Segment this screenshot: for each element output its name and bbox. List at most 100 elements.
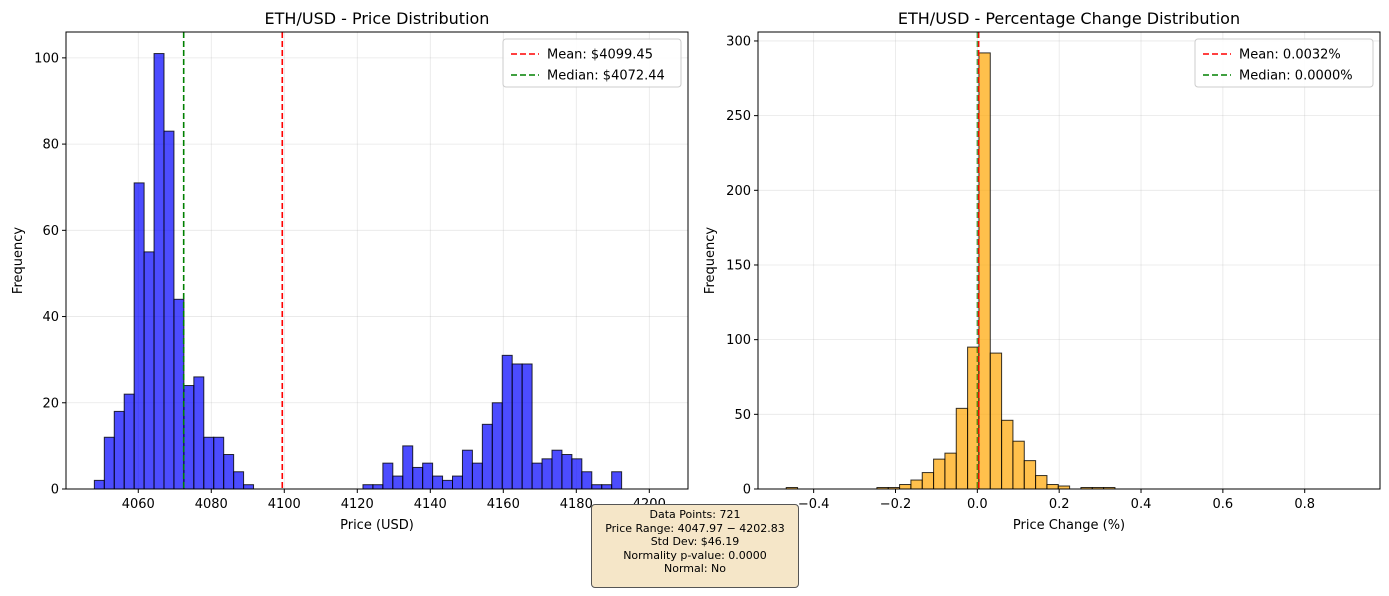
x-tick-label: −0.4 xyxy=(798,497,830,512)
histogram-bar xyxy=(521,363,533,490)
histogram-bar xyxy=(422,462,434,490)
y-tick-label: 150 xyxy=(726,258,751,273)
chart-panel-2: −0.4 −0.2 0.0 0.2 0.4 0.6 0.8 0 50 100 150 200 250 30… xyxy=(703,9,1381,533)
histogram-bar xyxy=(213,436,225,490)
y-tick-label: 300 xyxy=(726,34,751,49)
legend-entry: Mean: 0.0032% xyxy=(1239,48,1341,63)
histogram-bar xyxy=(591,484,603,490)
axes-frame xyxy=(757,31,1381,490)
histogram-bar xyxy=(103,436,115,490)
histogram-bar xyxy=(382,462,394,490)
histogram-bar xyxy=(1046,484,1059,490)
y-tick-label: 100 xyxy=(726,333,751,348)
histogram-bar xyxy=(163,130,175,490)
stats-std-dev: Std Dev: $46.19 xyxy=(650,535,740,548)
y-axis-label: Frequency xyxy=(703,227,718,294)
histogram-bar xyxy=(113,410,125,490)
stats-normality-p-value: Normality p-value: 0.0000 xyxy=(623,548,767,562)
legend-entry: Mean: $4099.45 xyxy=(547,48,653,63)
x-tick-label: 4160 xyxy=(487,497,520,512)
histogram-bar xyxy=(531,462,543,490)
x-tick-label: 0.8 xyxy=(1294,497,1315,512)
histogram-bar xyxy=(910,479,923,490)
histogram-bar xyxy=(501,354,513,490)
x-tick-label: 4180 xyxy=(560,497,593,512)
histogram-bar xyxy=(1012,440,1025,490)
histogram-bar xyxy=(989,352,1003,490)
y-tick-label: 250 xyxy=(726,109,751,124)
y-tick-label: 0 xyxy=(51,483,59,498)
histogram-bar xyxy=(561,454,573,490)
y-tick-label: 100 xyxy=(34,51,59,66)
x-tick-label: 4120 xyxy=(341,497,374,512)
histogram-bar xyxy=(193,376,205,490)
histogram-bar xyxy=(511,363,523,490)
histogram-bar xyxy=(611,471,623,490)
x-tick-label: 4140 xyxy=(414,497,447,512)
x-tick-label: 0.6 xyxy=(1213,497,1234,512)
histogram-bar xyxy=(412,466,424,490)
legend-frame xyxy=(502,38,682,88)
histogram-bar xyxy=(123,393,135,490)
stats-price-range: Price Range: 4047.97 − 4202.83 xyxy=(605,521,785,535)
histogram-bar xyxy=(933,458,946,490)
histogram-bar xyxy=(93,479,105,490)
histogram-bar xyxy=(153,53,165,490)
histogram-bar xyxy=(978,52,991,490)
histogram-bar xyxy=(1035,475,1048,490)
y-tick-label: 60 xyxy=(42,224,59,239)
histogram-bar xyxy=(571,458,583,490)
histogram-bar xyxy=(372,484,384,490)
chart-title: ETH/USD - Price Distribution xyxy=(265,9,490,28)
y-tick-label: 0 xyxy=(743,483,751,498)
histogram-bar xyxy=(481,423,493,490)
histogram-bar xyxy=(581,471,593,490)
x-axis-label: Price (USD) xyxy=(340,518,414,533)
histogram-bar xyxy=(452,475,463,490)
histogram-bar xyxy=(471,462,483,490)
histogram-bar xyxy=(541,458,553,490)
x-tick-label: −0.2 xyxy=(880,497,912,512)
chart-title: ETH/USD - Percentage Change Distribution xyxy=(898,9,1240,28)
histogram-bar xyxy=(955,407,969,490)
y-tick-label: 20 xyxy=(42,396,59,411)
stats-normal-result: Normal: No xyxy=(664,562,726,575)
histogram-bar xyxy=(551,449,563,490)
legend-frame xyxy=(1194,38,1374,88)
axes-frame xyxy=(65,31,689,490)
x-tick-label: 4100 xyxy=(268,497,301,512)
y-axis-label: Frequency xyxy=(11,227,26,294)
histogram-bar xyxy=(233,471,245,490)
histogram-bar xyxy=(944,452,957,490)
histogram-bar xyxy=(392,475,404,490)
histogram-bar xyxy=(223,454,235,490)
histogram-bar xyxy=(143,251,155,490)
histogram-bar xyxy=(133,182,145,490)
histogram-bar xyxy=(1001,419,1014,490)
histogram-bar xyxy=(1023,460,1037,490)
x-tick-label: 0.4 xyxy=(1131,497,1152,512)
histogram-bar xyxy=(442,479,454,490)
histogram-bar xyxy=(899,484,912,490)
legend-entry: Median: $4072.44 xyxy=(547,69,665,84)
histogram-bar xyxy=(243,484,255,490)
x-tick-label: 0.0 xyxy=(967,497,988,512)
histogram-bar xyxy=(432,475,444,490)
y-tick-label: 200 xyxy=(726,184,751,199)
legend-entry: Median: 0.0000% xyxy=(1239,69,1353,84)
histogram-bar xyxy=(362,484,374,490)
histogram-bar xyxy=(601,484,613,490)
histogram-bar xyxy=(491,402,503,490)
legend: Mean: 0.0032% Median: 0.0000% xyxy=(1194,38,1374,88)
x-tick-label: 4080 xyxy=(195,497,228,512)
legend: Mean: $4099.45 Median: $4072.44 xyxy=(502,38,682,88)
statistics-box: Data Points: 721 Price Range: 4047.97 − … xyxy=(591,504,799,588)
x-tick-label: 4060 xyxy=(122,497,155,512)
histogram-bar xyxy=(203,436,215,490)
x-axis-label: Price Change (%) xyxy=(1013,518,1125,533)
y-tick-label: 40 xyxy=(42,310,59,325)
y-tick-label: 80 xyxy=(42,138,59,153)
chart-panel-1: 4060408041004120414041604180420002040608… xyxy=(11,9,689,533)
y-tick-label: 50 xyxy=(734,408,751,423)
